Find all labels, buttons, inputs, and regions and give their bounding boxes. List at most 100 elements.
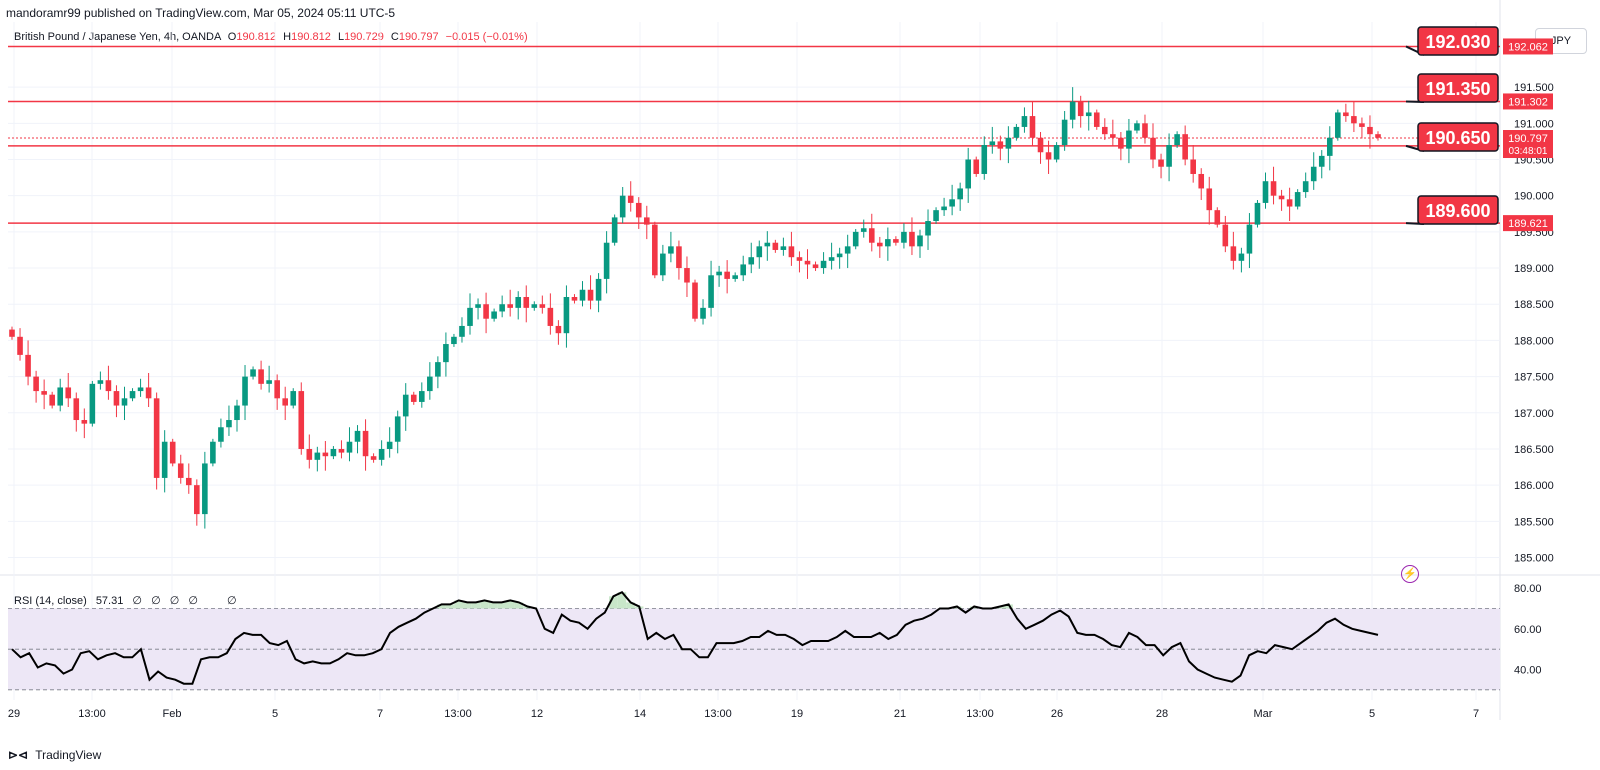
candle-body [764, 242, 771, 247]
candle-body [1110, 134, 1116, 138]
candle [1278, 189, 1285, 211]
candle [1077, 95, 1084, 128]
candle [627, 181, 634, 212]
price-tick-label: 185.500 [1514, 516, 1554, 528]
candle [885, 227, 891, 261]
candle [194, 479, 200, 526]
candle [410, 391, 417, 405]
candle [483, 292, 489, 334]
candle-body [949, 199, 955, 207]
candle [226, 405, 232, 436]
last-price-label: 190.797 [1508, 133, 1548, 145]
candle [957, 182, 963, 211]
candle-body [402, 394, 409, 417]
candle-body [234, 405, 240, 421]
candle-body [1270, 181, 1277, 196]
candle [185, 463, 192, 494]
candle-body [1142, 123, 1148, 138]
candle [105, 365, 112, 400]
candle [716, 265, 722, 287]
candle-body [33, 376, 39, 392]
candle-body [1375, 134, 1381, 138]
candle [1005, 126, 1012, 164]
price-tick-label: 186.000 [1514, 480, 1554, 492]
candle-body [1174, 134, 1180, 146]
candle [1230, 231, 1237, 270]
candle [1037, 132, 1044, 164]
candle [1069, 87, 1076, 129]
candle [748, 242, 755, 274]
close-label: C [390, 31, 399, 43]
symbol-title: British Pound / Japanese Yen, 4h, OANDA [14, 31, 221, 43]
candle-body [9, 329, 15, 337]
candle [965, 147, 971, 203]
candle [909, 217, 915, 256]
candle [1238, 247, 1245, 273]
candle-body [1126, 130, 1132, 149]
candle [234, 399, 240, 432]
last-price-tag [1503, 130, 1553, 159]
candle-body [772, 242, 779, 250]
candle-body [804, 260, 811, 265]
candle [1359, 117, 1365, 139]
candle [507, 289, 513, 317]
high-label: H [283, 31, 292, 43]
lightning-icon[interactable]: ⚡ [1401, 565, 1419, 583]
level-callout-box [1417, 73, 1499, 103]
level-callout-label: 190.650 [1425, 128, 1490, 148]
candle [1118, 132, 1124, 161]
rsi-overbought-fill [463, 602, 472, 609]
candle-body [555, 325, 562, 334]
candle [531, 301, 538, 311]
candle-body [1310, 166, 1317, 182]
candle [314, 446, 321, 472]
rsi-placeholder: ∅ [227, 595, 237, 607]
candle [129, 388, 136, 402]
candle-body [515, 297, 522, 308]
candle [828, 242, 835, 270]
candle-body [1021, 116, 1028, 127]
candle-body [844, 246, 851, 254]
candle [33, 370, 39, 403]
candle-body [965, 159, 971, 189]
candle [1198, 168, 1205, 201]
symbol-legend: British Pound / Japanese Yen, 4h, OANDA … [14, 31, 528, 43]
candle-body [660, 253, 666, 276]
candle-body [1045, 152, 1052, 160]
level-callout-label: 192.030 [1425, 32, 1490, 52]
candle [386, 427, 393, 458]
candle [1174, 131, 1180, 148]
candle-body [435, 362, 441, 377]
candle [81, 408, 88, 439]
candle [852, 228, 859, 250]
candle [467, 293, 473, 335]
candle-body [105, 380, 112, 392]
level-axis-tag-label: 191.302 [1508, 96, 1548, 108]
candle-body [1158, 159, 1164, 167]
candle-body [780, 246, 787, 250]
candle [860, 219, 867, 238]
candle-body [1118, 137, 1124, 149]
candle [419, 382, 425, 408]
candle [917, 229, 923, 258]
candle-body [1230, 246, 1237, 261]
candle-body [1093, 112, 1100, 127]
footer-brand: TradingView [35, 748, 102, 762]
footer: ⊳⊲ TradingView [8, 748, 101, 762]
candle-body [1206, 188, 1213, 211]
candle [724, 260, 730, 294]
time-tick-label: 13:00 [78, 708, 106, 720]
candle-body [1254, 202, 1261, 225]
candle [1310, 152, 1317, 190]
candle [981, 136, 988, 180]
candle [338, 440, 345, 459]
rsi-overbought-fill [609, 596, 618, 609]
candle-body [1351, 116, 1357, 124]
candle [635, 197, 642, 229]
rsi-overbought-fill [626, 602, 635, 609]
candle [177, 454, 184, 484]
candle [684, 256, 690, 297]
candle-body [1134, 123, 1140, 131]
price-tick-label: 185.000 [1514, 553, 1554, 565]
